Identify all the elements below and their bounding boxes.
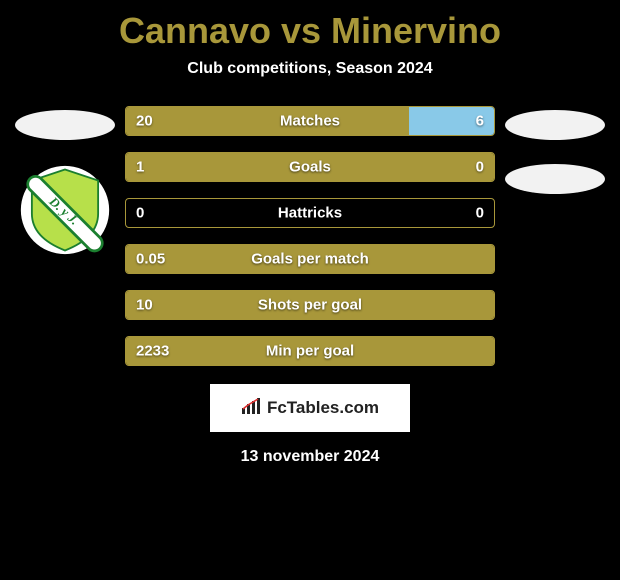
watermark: FcTables.com <box>210 384 410 432</box>
stat-bar: 0.05 Goals per match <box>125 244 495 274</box>
bar-stat-label: Goals per match <box>251 251 369 268</box>
bar-stat-label: Matches <box>280 113 340 130</box>
player-b-photo-placeholder <box>505 110 605 140</box>
bar-stat-label: Min per goal <box>266 343 354 360</box>
bar-stat-label: Goals <box>289 159 331 176</box>
bar-value-b: 6 <box>476 113 484 130</box>
stat-bar: 0 0 Hattricks <box>125 198 495 228</box>
subtitle: Club competitions, Season 2024 <box>187 60 432 78</box>
bar-stat-label: Shots per goal <box>258 297 362 314</box>
stat-bar: 2233 Min per goal <box>125 336 495 366</box>
player-a-photo-placeholder <box>15 110 115 140</box>
date-line: 13 november 2024 <box>241 448 380 466</box>
stat-bar: 1 0 Goals <box>125 152 495 182</box>
bar-value-a: 20 <box>136 113 153 130</box>
left-column: D. y J. <box>5 106 125 256</box>
right-column <box>495 106 615 194</box>
main-row: D. y J. 206Matches10Goals00Hattricks0.05… <box>0 106 620 366</box>
watermark-text: FcTables.com <box>267 398 379 418</box>
bar-value-b: 0 <box>476 159 484 176</box>
bar-value-a: 1 <box>136 159 144 176</box>
bar-value-a: 2233 <box>136 343 169 360</box>
page-title: Cannavo vs Minervino <box>119 10 501 52</box>
bar-stat-label: Hattricks <box>278 205 342 222</box>
stat-bar: 10 Shots per goal <box>125 290 495 320</box>
comparison-infographic: Cannavo vs Minervino Club competitions, … <box>0 0 620 466</box>
stat-bars: 206Matches10Goals00Hattricks0.05Goals pe… <box>125 106 495 366</box>
bar-value-b: 0 <box>476 205 484 222</box>
bar-fill-player-a <box>126 107 409 135</box>
stat-bar: 20 6 Matches <box>125 106 495 136</box>
chart-icon <box>241 398 261 418</box>
bar-value-a: 0 <box>136 205 144 222</box>
player-b-club-placeholder <box>505 164 605 194</box>
bar-value-a: 10 <box>136 297 153 314</box>
club-badge: D. y J. <box>19 164 111 256</box>
bar-value-a: 0.05 <box>136 251 165 268</box>
